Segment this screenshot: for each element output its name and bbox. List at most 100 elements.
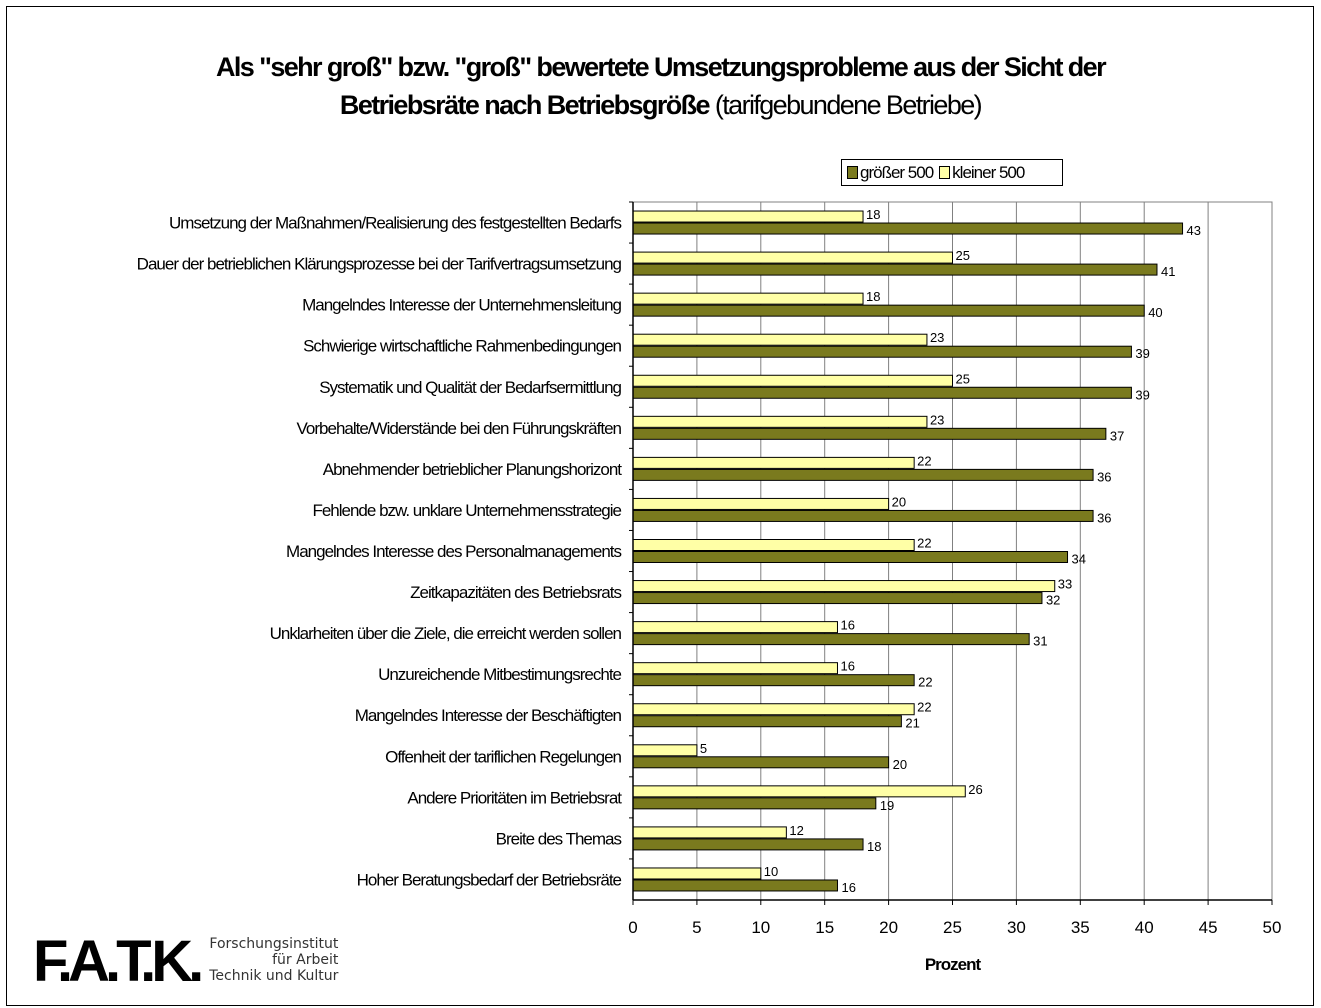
value-label-groesser-500: 39 xyxy=(1135,387,1149,402)
bar-groesser-500 xyxy=(632,427,1107,440)
value-label-kleiner-500: 16 xyxy=(840,618,854,633)
category-label: Hoher Beratungsbedarf der Betriebsräte xyxy=(357,870,622,889)
x-tick-label: 40 xyxy=(1135,918,1154,937)
x-tick-label: 45 xyxy=(1199,918,1218,937)
bar-groesser-500 xyxy=(632,345,1132,358)
category-label: Abnehmender betrieblicher Planungshorizo… xyxy=(323,460,622,479)
bar-groesser-500 xyxy=(632,879,838,892)
bar-kleiner-500 xyxy=(632,374,953,387)
category-label: Offenheit der tariflichen Regelungen xyxy=(385,747,621,766)
value-label-kleiner-500: 22 xyxy=(917,453,931,468)
category-label: Mangelndes Interesse der Beschäftigten xyxy=(355,706,622,725)
fatk-logo: F.A.T.K. Forschungsinstitut für Arbeit T… xyxy=(33,929,338,994)
value-label-kleiner-500: 20 xyxy=(892,494,906,509)
value-label-groesser-500: 39 xyxy=(1135,346,1149,361)
value-label-kleiner-500: 16 xyxy=(840,659,854,674)
legend-label-large: größer 500 xyxy=(860,162,934,182)
legend-item-small: kleiner 500 xyxy=(939,163,1025,183)
bar-kleiner-500 xyxy=(632,539,915,551)
value-label-groesser-500: 36 xyxy=(1097,510,1111,525)
legend-swatch-large xyxy=(847,165,858,179)
bar-groesser-500 xyxy=(632,715,902,728)
logo-line2: für Arbeit xyxy=(272,952,339,968)
category-label: Mangelndes Interesse der Unternehmenslei… xyxy=(302,296,621,315)
value-label-groesser-500: 41 xyxy=(1161,264,1175,279)
bar-kleiner-500 xyxy=(632,785,966,798)
value-label-groesser-500: 32 xyxy=(1046,593,1060,608)
bar-kleiner-500 xyxy=(632,415,928,428)
bar-kleiner-500 xyxy=(632,867,762,880)
value-label-kleiner-500: 18 xyxy=(866,207,880,222)
bar-kleiner-500 xyxy=(632,333,928,346)
bar-groesser-500 xyxy=(632,797,877,810)
logo-line1: Forschungsinstitut xyxy=(209,936,339,952)
title-line2-subtitle: (tarifgebundene Betriebe) xyxy=(708,90,983,120)
bar-kleiner-500 xyxy=(632,744,698,757)
title-line2-bold: Betriebsräte nach Betriebsgröße xyxy=(339,90,711,120)
chart-title: Als "sehr groß" bzw. "groß" bewertete Um… xyxy=(0,48,1321,124)
category-label: Dauer der betrieblichen Klärungsprozesse… xyxy=(137,255,622,274)
x-axis-title: Prozent xyxy=(925,955,982,974)
value-label-groesser-500: 18 xyxy=(867,839,881,854)
value-label-groesser-500: 31 xyxy=(1033,634,1047,649)
value-label-groesser-500: 40 xyxy=(1148,305,1162,320)
value-label-kleiner-500: 26 xyxy=(968,782,982,797)
bar-kleiner-500 xyxy=(632,210,864,223)
bar-groesser-500 xyxy=(632,468,1094,481)
value-label-kleiner-500: 23 xyxy=(930,412,944,427)
bar-kleiner-500 xyxy=(632,703,915,716)
value-label-groesser-500: 16 xyxy=(841,880,855,895)
legend: größer 500 kleiner 500 xyxy=(841,159,1063,186)
value-label-groesser-500: 37 xyxy=(1110,428,1124,443)
bar-groesser-500 xyxy=(632,592,1043,605)
value-label-kleiner-500: 33 xyxy=(1058,577,1072,592)
bar-groesser-500 xyxy=(632,263,1158,276)
value-label-groesser-500: 43 xyxy=(1187,223,1201,238)
bar-kleiner-500 xyxy=(632,580,1056,593)
category-label: Unklarheiten über die Ziele, die erreich… xyxy=(270,624,622,643)
bar-kleiner-500 xyxy=(632,826,787,839)
x-tick-label: 15 xyxy=(815,918,834,937)
value-label-groesser-500: 22 xyxy=(918,675,932,690)
value-label-kleiner-500: 25 xyxy=(956,248,970,263)
bar-kleiner-500 xyxy=(632,456,915,469)
bar-groesser-500 xyxy=(632,674,915,687)
bar-groesser-500 xyxy=(632,551,1069,563)
legend-swatch-small xyxy=(939,165,951,179)
bar-kleiner-500 xyxy=(632,662,838,675)
category-label: Systematik und Qualität der Bedarfsermit… xyxy=(319,378,621,397)
bar-kleiner-500 xyxy=(632,251,953,264)
category-label: Andere Prioritäten im Betriebsrat xyxy=(407,788,622,807)
value-label-kleiner-500: 22 xyxy=(917,536,931,551)
bar-groesser-500 xyxy=(632,386,1132,399)
value-label-groesser-500: 34 xyxy=(1072,552,1086,567)
value-label-kleiner-500: 18 xyxy=(866,289,880,304)
value-label-groesser-500: 19 xyxy=(880,798,894,813)
category-label: Mangelndes Interesse des Personalmanagem… xyxy=(286,542,621,561)
x-tick-label: 20 xyxy=(879,918,898,937)
value-label-groesser-500: 36 xyxy=(1097,469,1111,484)
logo-text: Forschungsinstitut für Arbeit Technik un… xyxy=(209,936,338,986)
logo-mark: F.A.T.K. xyxy=(33,929,204,994)
x-tick-label: 5 xyxy=(692,918,701,937)
x-tick-label: 50 xyxy=(1263,918,1282,937)
bar-groesser-500 xyxy=(632,838,864,851)
value-label-groesser-500: 21 xyxy=(905,716,919,731)
value-label-kleiner-500: 10 xyxy=(764,864,778,879)
bar-groesser-500 xyxy=(632,304,1145,317)
category-label: Fehlende bzw. unklare Unternehmensstrate… xyxy=(312,501,621,520)
bar-kleiner-500 xyxy=(632,497,890,510)
title-line1: Als "sehr groß" bzw. "groß" bewertete Um… xyxy=(216,52,1107,82)
value-label-kleiner-500: 25 xyxy=(956,371,970,386)
category-label: Unzureichende Mitbestimungsrechte xyxy=(378,665,621,684)
bar-groesser-500 xyxy=(632,222,1184,235)
category-label: Breite des Themas xyxy=(496,829,622,848)
bar-kleiner-500 xyxy=(632,292,864,305)
x-tick-label: 25 xyxy=(943,918,962,937)
logo-line3: Technik und Kultur xyxy=(209,968,339,984)
legend-item-large: größer 500 xyxy=(847,162,934,183)
value-label-kleiner-500: 23 xyxy=(930,330,944,345)
value-label-kleiner-500: 12 xyxy=(789,823,803,838)
x-tick-label: 35 xyxy=(1071,918,1090,937)
